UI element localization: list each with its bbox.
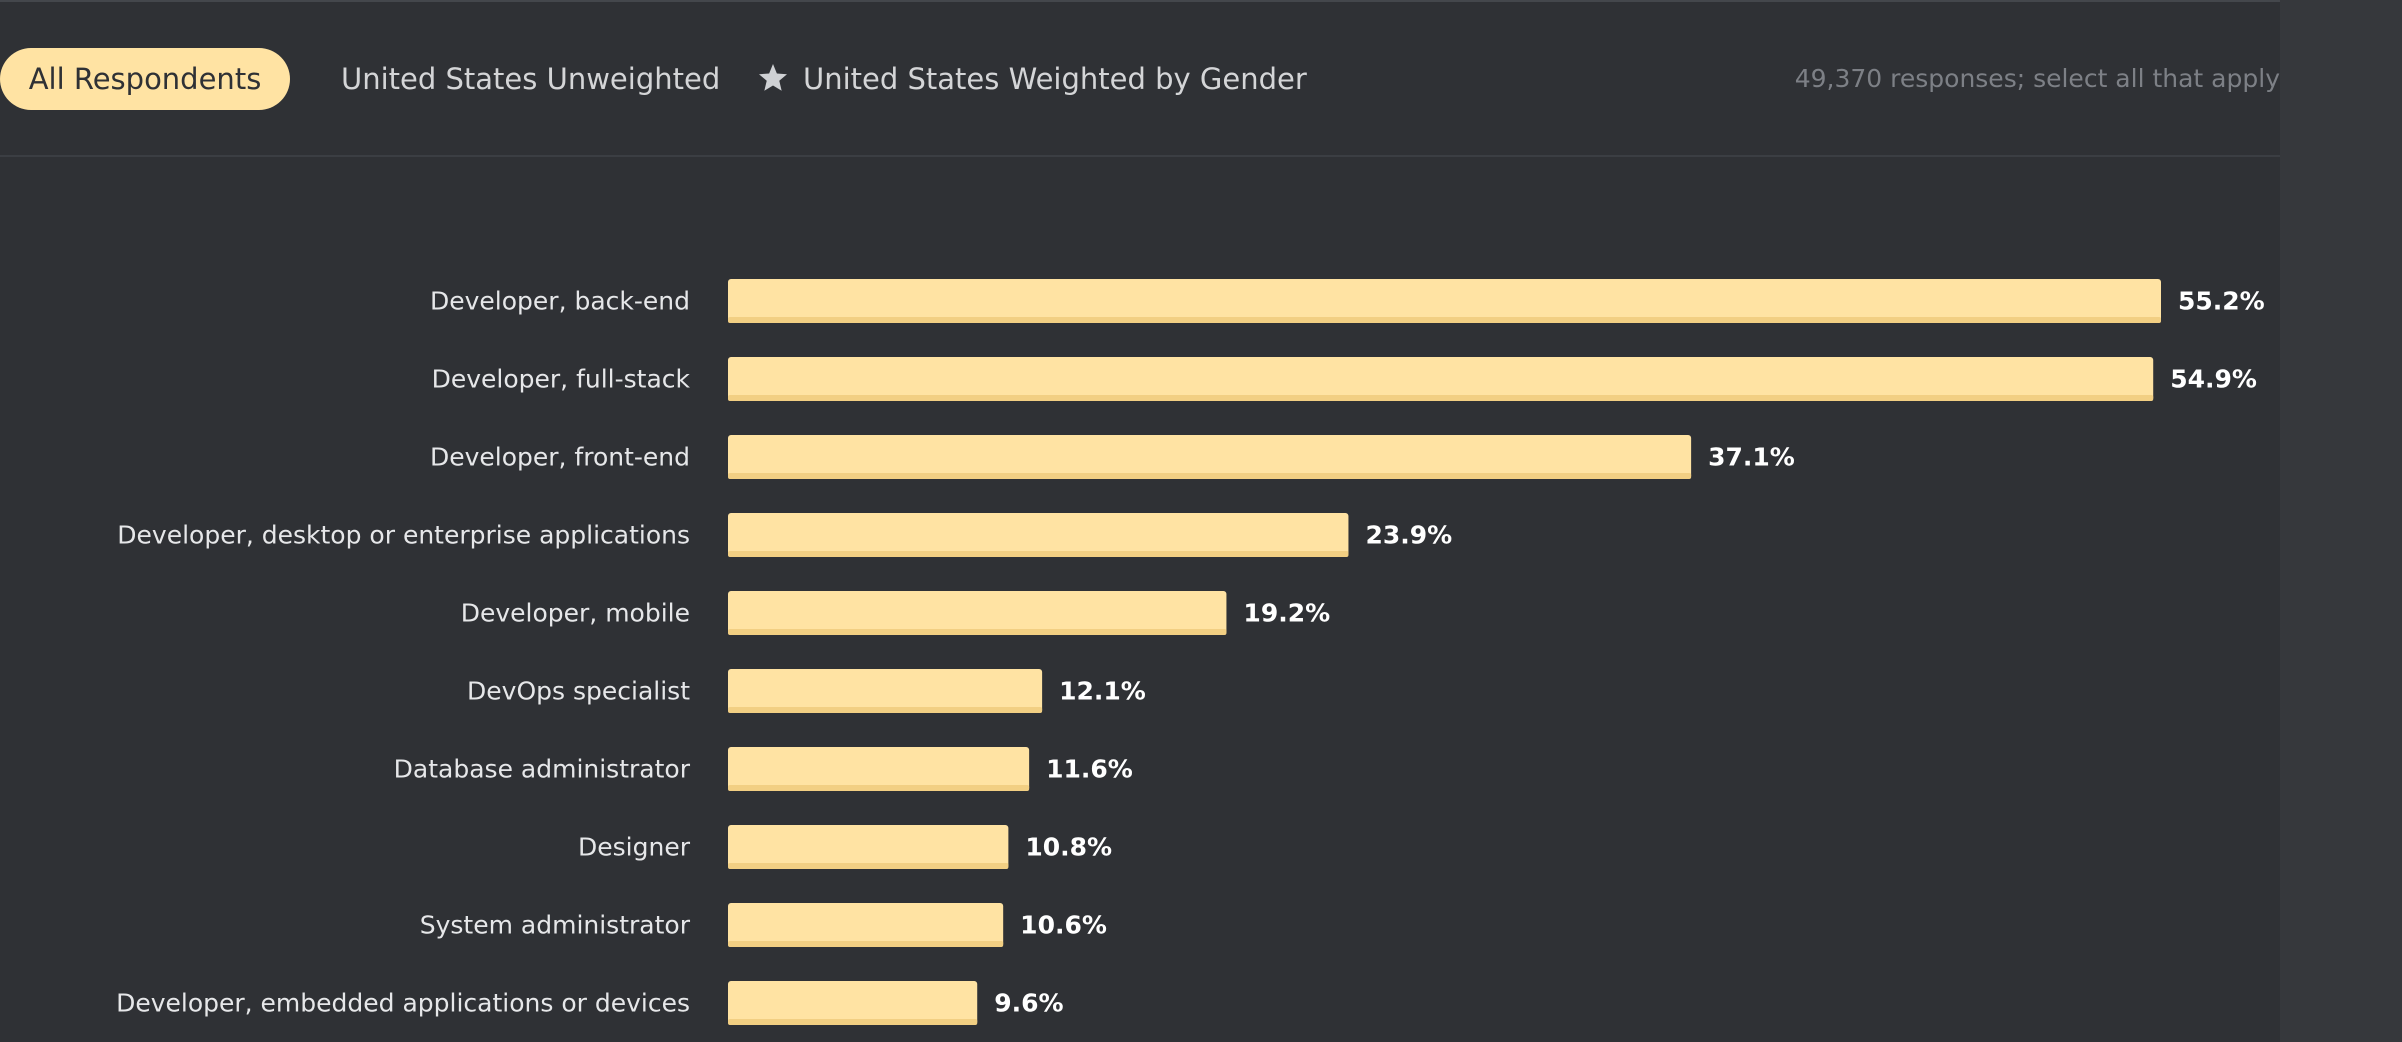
value-label: 19.2% xyxy=(1243,599,1330,628)
value-label: 11.6% xyxy=(1046,755,1133,784)
bar[interactable] xyxy=(728,669,1043,713)
value-label: 10.8% xyxy=(1025,833,1112,862)
category-label: Developer, mobile xyxy=(461,599,690,628)
header-divider xyxy=(0,155,2280,157)
bar-row: Developer, mobile 19.2% xyxy=(461,591,1330,635)
bar[interactable] xyxy=(728,981,978,1025)
bar-row: Database administrator 11.6% xyxy=(394,747,1133,791)
bar-row: Developer, back-end 55.2% xyxy=(430,279,2265,323)
bar-row: Designer 10.8% xyxy=(578,825,1112,869)
category-label: Developer, full-stack xyxy=(432,365,691,394)
bar[interactable] xyxy=(728,825,1009,869)
category-label: Developer, desktop or enterprise applica… xyxy=(117,521,690,550)
bar-shadow xyxy=(728,473,1692,479)
value-label: 10.6% xyxy=(1020,911,1107,940)
category-label: Designer xyxy=(578,833,691,862)
bar-shadow xyxy=(728,317,2161,323)
bar-shadow xyxy=(728,1019,978,1025)
top-border xyxy=(0,0,2280,2)
bar-row: System administrator 10.6% xyxy=(420,903,1107,947)
category-label: System administrator xyxy=(420,911,691,940)
value-label: 55.2% xyxy=(2178,287,2265,316)
value-label: 9.6% xyxy=(994,989,1063,1018)
bar[interactable] xyxy=(728,435,1692,479)
bar-shadow xyxy=(728,629,1227,635)
bar-shadow xyxy=(728,941,1004,947)
category-label: Developer, back-end xyxy=(430,287,690,316)
bar[interactable] xyxy=(728,357,2154,401)
category-label: Developer, embedded applications or devi… xyxy=(116,989,690,1018)
bar-shadow xyxy=(728,551,1349,557)
right-margin-strip xyxy=(2280,0,2402,1042)
value-label: 54.9% xyxy=(2170,365,2257,394)
bar[interactable] xyxy=(728,747,1030,791)
bar-shadow xyxy=(728,707,1043,713)
category-label: Database administrator xyxy=(394,755,691,784)
bar-shadow xyxy=(728,785,1030,791)
category-label: DevOps specialist xyxy=(467,677,690,706)
bar-row: Developer, desktop or enterprise applica… xyxy=(117,513,1452,557)
bar-row: Developer, embedded applications or devi… xyxy=(116,981,1064,1025)
category-label: Developer, front-end xyxy=(430,443,690,472)
filter-tabs: All Respondents United States Unweighted… xyxy=(0,48,2280,110)
bar-row: Developer, full-stack 54.9% xyxy=(432,357,2257,401)
tab-us-weighted-by-gender[interactable]: United States Weighted by Gender xyxy=(757,48,1307,110)
star-icon xyxy=(759,64,787,91)
value-label: 37.1% xyxy=(1708,443,1795,472)
bar[interactable] xyxy=(728,279,2161,323)
tab-all-respondents[interactable]: All Respondents xyxy=(0,48,290,110)
bar-shadow xyxy=(728,395,2154,401)
responses-note: 49,370 responses; select all that apply xyxy=(1794,64,2280,93)
value-label: 12.1% xyxy=(1059,677,1146,706)
bar-shadow xyxy=(728,863,1009,869)
bar-row: Developer, front-end 37.1% xyxy=(430,435,1795,479)
bar-row: DevOps specialist 12.1% xyxy=(467,669,1146,713)
tab-us-unweighted[interactable]: United States Unweighted xyxy=(341,62,721,96)
value-label: 23.9% xyxy=(1365,521,1452,550)
bar[interactable] xyxy=(728,591,1227,635)
tab-us-weighted-label: United States Weighted by Gender xyxy=(803,62,1307,96)
bar[interactable] xyxy=(728,903,1004,947)
bar[interactable] xyxy=(728,513,1349,557)
